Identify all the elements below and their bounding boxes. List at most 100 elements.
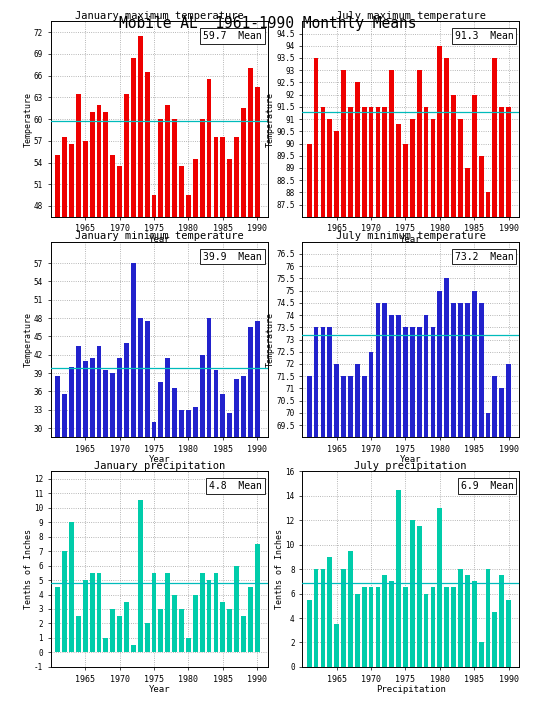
Bar [458, 303, 463, 711]
Bar [417, 70, 422, 711]
Bar [444, 58, 449, 711]
Bar [396, 315, 401, 711]
Bar [76, 346, 81, 611]
Bar [417, 327, 422, 711]
Bar [492, 58, 497, 711]
Bar [479, 156, 484, 711]
Bar [320, 327, 325, 711]
Bar [90, 112, 95, 554]
Bar [207, 318, 211, 611]
Bar [438, 291, 442, 711]
Bar [97, 105, 102, 554]
Bar [186, 410, 191, 611]
Bar [186, 638, 191, 653]
Bar [200, 573, 204, 653]
Bar [410, 327, 415, 711]
Bar [410, 520, 415, 667]
Bar [458, 119, 463, 711]
Bar [55, 376, 60, 611]
Bar [506, 364, 511, 711]
Bar [138, 36, 143, 554]
Bar [341, 70, 346, 711]
Bar [55, 155, 60, 554]
Bar [327, 119, 332, 711]
Bar [465, 303, 470, 711]
X-axis label: Year: Year [400, 235, 422, 244]
Bar [234, 379, 239, 611]
Bar [499, 388, 504, 711]
Bar [492, 376, 497, 711]
Text: 6.9  Mean: 6.9 Mean [461, 481, 514, 491]
Bar [389, 70, 394, 711]
Bar [486, 413, 491, 711]
Bar [424, 594, 429, 667]
Bar [417, 526, 422, 667]
Text: 59.7  Mean: 59.7 Mean [203, 31, 262, 41]
Bar [158, 119, 163, 554]
Bar [151, 195, 156, 554]
Y-axis label: Tenths of Inches: Tenths of Inches [24, 529, 33, 609]
Bar [110, 373, 115, 611]
Bar [438, 46, 442, 711]
Bar [355, 594, 360, 667]
Bar [472, 582, 477, 667]
Bar [213, 137, 218, 554]
Bar [165, 358, 170, 611]
Bar [314, 58, 318, 711]
Bar [193, 159, 198, 554]
Bar [138, 501, 143, 653]
Bar [369, 107, 373, 711]
Bar [227, 159, 232, 554]
Bar [451, 303, 456, 711]
Bar [227, 413, 232, 611]
X-axis label: Year: Year [148, 455, 170, 464]
Bar [158, 609, 163, 653]
Bar [383, 303, 387, 711]
Bar [248, 587, 253, 653]
Bar [227, 609, 232, 653]
Bar [110, 155, 115, 554]
Y-axis label: Temperature: Temperature [24, 92, 33, 146]
Bar [348, 376, 353, 711]
Bar [83, 580, 88, 653]
Bar [341, 376, 346, 711]
Bar [69, 144, 74, 554]
Bar [486, 569, 491, 667]
Bar [193, 407, 198, 611]
Bar [255, 544, 259, 653]
Bar [492, 612, 497, 667]
Bar [124, 343, 129, 611]
Bar [179, 609, 184, 653]
Bar [55, 587, 60, 653]
Bar [213, 370, 218, 611]
Bar [355, 82, 360, 711]
Title: July precipitation: July precipitation [354, 461, 467, 471]
Bar [103, 112, 108, 554]
Bar [376, 303, 380, 711]
Bar [165, 573, 170, 653]
Bar [314, 327, 318, 711]
Bar [403, 144, 408, 711]
Title: January minimum temperature: January minimum temperature [75, 231, 243, 241]
Bar [97, 573, 102, 653]
Bar [145, 624, 150, 653]
Bar [479, 643, 484, 667]
X-axis label: Precipitation: Precipitation [376, 685, 446, 694]
Bar [200, 355, 204, 611]
Bar [444, 279, 449, 711]
Bar [348, 551, 353, 667]
Bar [234, 565, 239, 653]
Bar [248, 68, 253, 554]
Bar [403, 587, 408, 667]
Bar [376, 107, 380, 711]
Bar [362, 376, 366, 711]
Bar [248, 327, 253, 611]
Bar [151, 573, 156, 653]
Bar [355, 364, 360, 711]
Bar [499, 107, 504, 711]
Bar [103, 370, 108, 611]
Bar [451, 587, 456, 667]
Bar [389, 315, 394, 711]
Title: January precipitation: January precipitation [94, 461, 225, 471]
Bar [465, 168, 470, 711]
